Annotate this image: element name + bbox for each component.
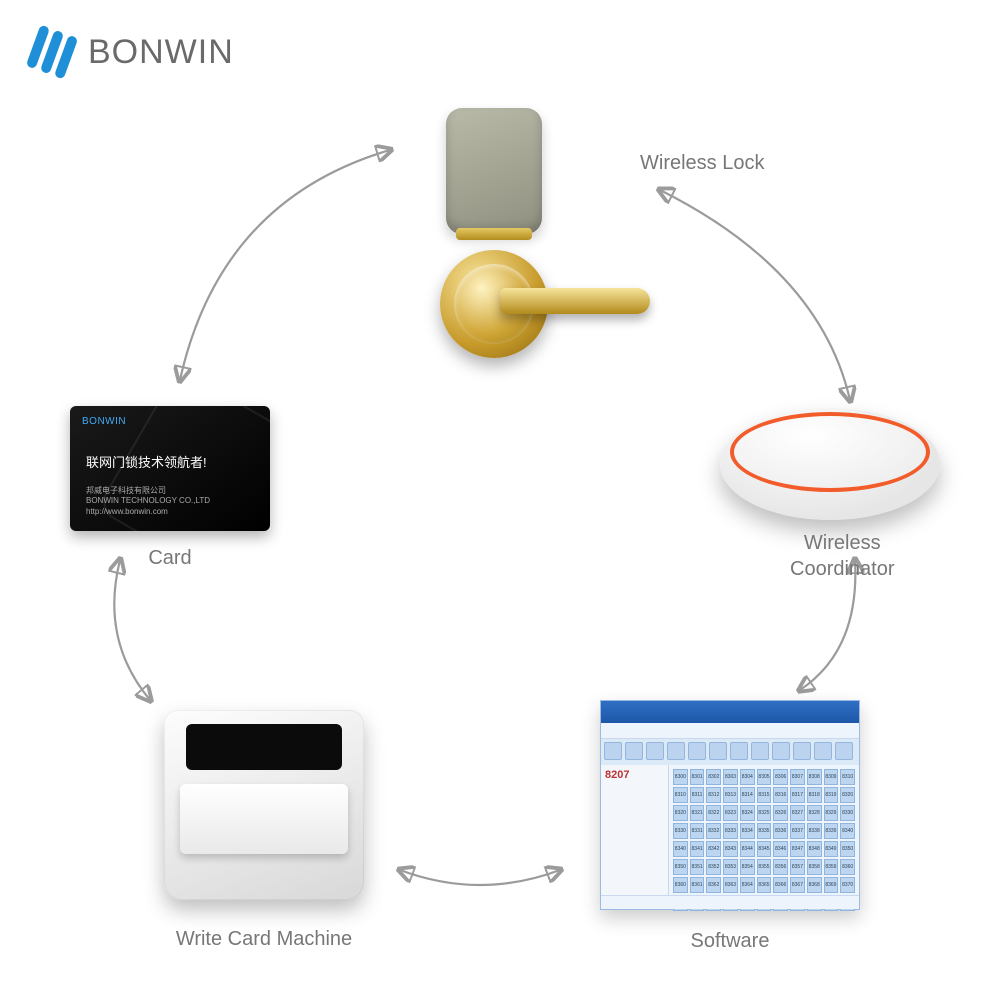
node-card: BONWIN 联网门锁技术领航者! 邦威电子科技有限公司 BONWIN TECH… — [70, 406, 270, 571]
node-label-lock: Wireless Lock — [640, 150, 764, 176]
card-illustration: BONWIN 联网门锁技术领航者! 邦威电子科技有限公司 BONWIN TECH… — [70, 406, 270, 531]
node-software: 8207 83008301830283038304830583068307830… — [600, 700, 860, 954]
card-brand: BONWIN — [82, 416, 126, 427]
card-main-text: 联网门锁技术领航者! — [86, 452, 207, 471]
software-room-grid: 8300830183028303830483058306830783088309… — [669, 765, 859, 909]
software-menubar — [601, 723, 859, 739]
node-label-card: Card — [148, 545, 191, 571]
node-label-writer: Write Card Machine — [176, 926, 352, 952]
node-writer: Write Card Machine — [164, 710, 364, 952]
coordinator-illustration — [720, 400, 940, 520]
node-wireless-lock — [400, 108, 600, 358]
software-toolbar — [601, 739, 859, 765]
writer-illustration — [164, 710, 364, 900]
node-coordinator — [720, 400, 940, 520]
software-statusbar — [601, 895, 859, 909]
wireless-lock-illustration — [400, 108, 600, 358]
software-sidebar: 8207 — [601, 765, 669, 909]
software-titlebar — [601, 701, 859, 723]
software-window: 8207 83008301830283038304830583068307830… — [600, 700, 860, 910]
node-label-coordinator: Wireless Coordinator — [790, 530, 895, 582]
card-footer: 邦威电子科技有限公司 BONWIN TECHNOLOGY CO.,LTD htt… — [86, 486, 210, 517]
node-label-software: Software — [691, 928, 770, 954]
